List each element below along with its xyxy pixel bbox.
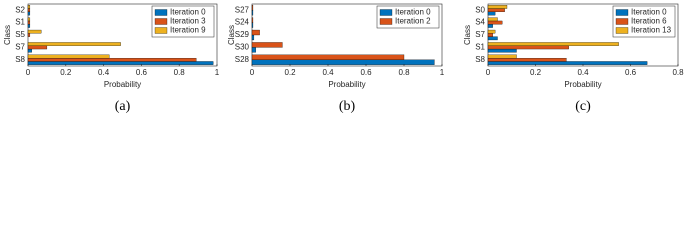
x-tick-label: 0.8 <box>398 68 410 77</box>
bar <box>487 29 496 34</box>
x-tick-label: 0 <box>26 68 31 77</box>
bar <box>487 11 496 16</box>
bar <box>27 33 31 37</box>
bar <box>27 29 42 34</box>
legend-swatch <box>154 9 168 16</box>
bar <box>251 5 254 11</box>
y-tick-label: S24 <box>235 18 250 27</box>
bar <box>251 10 254 16</box>
bar <box>251 22 254 28</box>
bar <box>251 17 254 23</box>
bar <box>27 42 121 46</box>
bar <box>251 47 256 53</box>
bar <box>27 61 214 65</box>
legend-swatch <box>615 18 629 25</box>
bar <box>251 34 255 41</box>
bar <box>27 20 31 25</box>
bar <box>251 59 435 65</box>
y-axis-label: Class <box>3 25 12 45</box>
y-axis-label: Class <box>463 25 472 45</box>
bar <box>27 11 31 16</box>
bar <box>487 61 648 65</box>
y-tick-label: S30 <box>235 43 250 52</box>
y-tick-label: S8 <box>15 55 25 64</box>
y-tick-label: S27 <box>235 5 250 14</box>
x-tick-label: 0.2 <box>530 68 542 77</box>
legend-swatch <box>379 9 393 16</box>
legend-box <box>376 5 440 29</box>
x-tick-label: 0.4 <box>322 68 334 77</box>
bar <box>487 48 517 53</box>
bar <box>487 42 619 46</box>
bar <box>487 24 493 28</box>
y-tick-label: S1 <box>475 43 485 52</box>
bar <box>487 36 498 41</box>
x-tick-label: 0 <box>250 68 255 77</box>
y-tick-label: S2 <box>15 5 25 14</box>
legend-label: Iteration 0 <box>631 8 667 17</box>
bar <box>487 33 493 37</box>
bar <box>487 45 569 50</box>
x-tick-label: 1 <box>215 68 220 77</box>
x-tick-label: 0.4 <box>98 68 110 77</box>
y-tick-label: S1 <box>15 18 25 27</box>
y-tick-label: S7 <box>15 43 25 52</box>
x-tick-label: 0 <box>486 68 491 77</box>
bar <box>487 17 498 22</box>
x-tick-label: 0.6 <box>625 68 637 77</box>
legend-label: Iteration 6 <box>631 17 667 26</box>
bar <box>251 54 405 60</box>
legend-swatch <box>615 27 629 34</box>
bar <box>487 57 567 62</box>
x-axis-label: Probability <box>104 80 141 89</box>
x-axis-label: Probability <box>328 80 365 89</box>
y-tick-label: S29 <box>235 30 250 39</box>
y-tick-label: S4 <box>475 18 485 27</box>
bar <box>27 45 48 50</box>
x-tick-label: 0.2 <box>284 68 296 77</box>
legend-label: Iteration 0 <box>395 8 431 17</box>
bar <box>487 20 503 25</box>
y-tick-label: S5 <box>15 30 25 39</box>
legend-swatch <box>615 9 629 16</box>
bar <box>27 5 31 9</box>
bar <box>487 54 517 59</box>
legend-swatch <box>154 27 168 34</box>
caption: (c) <box>575 99 591 114</box>
caption: (b) <box>339 99 356 114</box>
bar <box>27 17 31 22</box>
x-tick-label: 0.2 <box>60 68 72 77</box>
legend-label: Iteration 2 <box>395 17 431 26</box>
bar <box>27 8 31 13</box>
x-tick-label: 0.6 <box>136 68 148 77</box>
x-tick-label: 0.6 <box>360 68 372 77</box>
y-axis-label: Class <box>227 25 236 45</box>
legend-label: Iteration 0 <box>170 8 206 17</box>
bar <box>27 48 32 53</box>
x-tick-label: 0.8 <box>174 68 186 77</box>
legend-swatch <box>379 18 393 25</box>
bar <box>27 57 197 62</box>
bar <box>27 24 31 28</box>
legend-label: Iteration 3 <box>170 17 206 26</box>
y-tick-label: S8 <box>475 55 485 64</box>
y-tick-label: S28 <box>235 55 250 64</box>
bar <box>251 42 283 48</box>
bar <box>487 8 505 13</box>
x-tick-label: 0.8 <box>672 68 684 77</box>
bar <box>251 29 260 36</box>
x-tick-label: 0.4 <box>577 68 589 77</box>
bar <box>27 54 110 59</box>
legend-label: Iteration 13 <box>631 26 672 35</box>
caption: (a) <box>115 99 131 114</box>
y-tick-label: S0 <box>475 5 485 14</box>
x-tick-label: 1 <box>440 68 445 77</box>
x-axis-label: Probability <box>564 80 601 89</box>
bar <box>487 5 508 9</box>
y-tick-label: S7 <box>475 30 485 39</box>
legend-swatch <box>154 18 168 25</box>
legend-label: Iteration 9 <box>170 26 206 35</box>
